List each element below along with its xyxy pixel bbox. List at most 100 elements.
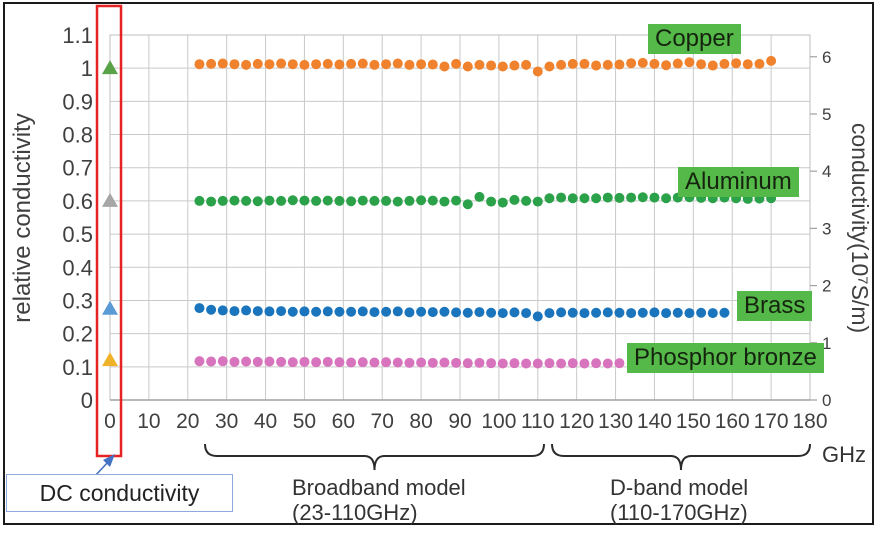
data-point-copper — [217, 58, 228, 69]
data-point-phosphor-bronze — [322, 356, 333, 367]
x-tick-label: 160 — [715, 410, 750, 433]
data-point-phosphor-bronze — [474, 357, 485, 368]
data-point-phosphor-bronze — [462, 358, 473, 369]
data-point-brass — [497, 308, 508, 319]
data-point-phosphor-bronze — [229, 356, 240, 367]
data-point-brass — [509, 307, 520, 318]
data-point-brass — [427, 307, 438, 318]
data-point-phosphor-bronze — [264, 356, 275, 367]
data-point-aluminum — [486, 196, 497, 207]
data-point-copper — [672, 58, 683, 69]
right-y-tick-label: 4 — [822, 162, 831, 181]
data-point-phosphor-bronze — [241, 356, 252, 367]
left-y-tick-label: 1 — [81, 56, 93, 81]
data-point-phosphor-bronze — [439, 357, 450, 368]
dc-marker-aluminum — [102, 192, 118, 207]
broadband-range-brace — [204, 443, 545, 471]
data-point-brass — [474, 307, 485, 318]
left-y-tick-label: 0.2 — [62, 322, 93, 347]
data-point-brass — [194, 303, 205, 314]
data-point-copper — [626, 58, 637, 69]
data-point-brass — [252, 306, 263, 317]
data-point-brass — [206, 304, 217, 315]
data-point-aluminum — [474, 191, 485, 202]
data-point-copper — [754, 58, 765, 69]
data-point-brass — [591, 307, 602, 318]
x-tick-label: 50 — [293, 410, 316, 433]
data-point-copper — [696, 59, 707, 70]
series-label-phosphor-bronze: Phosphor bronze — [627, 343, 824, 373]
data-point-copper — [649, 58, 660, 69]
right-y-tick-label: 5 — [822, 105, 831, 124]
data-point-copper — [661, 60, 672, 71]
data-point-copper — [311, 59, 322, 70]
left-y-tick-label: 0.8 — [62, 123, 93, 148]
data-point-brass — [229, 306, 240, 317]
data-point-brass — [614, 307, 625, 318]
series-label-copper: Copper — [648, 24, 741, 54]
data-point-phosphor-bronze — [381, 357, 392, 368]
left-y-tick-label: 0.5 — [62, 222, 93, 247]
x-tick-label: 20 — [176, 410, 199, 433]
data-point-copper — [392, 58, 403, 69]
x-tick-label: 30 — [215, 410, 238, 433]
data-point-aluminum — [532, 196, 543, 207]
data-point-aluminum — [217, 195, 228, 206]
x-tick-label: 180 — [792, 410, 827, 433]
data-point-copper — [614, 59, 625, 70]
data-point-aluminum — [626, 192, 637, 203]
data-point-copper — [416, 59, 427, 70]
data-point-aluminum — [287, 195, 298, 206]
data-point-aluminum — [637, 192, 648, 203]
data-point-brass — [381, 306, 392, 317]
data-point-phosphor-bronze — [497, 358, 508, 369]
data-point-copper — [439, 61, 450, 72]
data-point-brass — [369, 307, 380, 318]
data-point-brass — [719, 307, 730, 318]
data-point-aluminum — [661, 193, 672, 204]
left-y-tick-label: 0.4 — [62, 255, 93, 280]
data-point-brass — [544, 308, 555, 319]
data-point-phosphor-bronze — [194, 356, 205, 367]
data-point-brass — [217, 305, 228, 316]
data-point-brass — [579, 308, 590, 319]
x-tick-label: 80 — [409, 410, 432, 433]
data-point-copper — [334, 59, 345, 70]
data-point-copper — [462, 61, 473, 72]
data-point-copper — [264, 59, 275, 70]
data-point-aluminum — [556, 192, 567, 203]
left-y-tick-label: 1.1 — [62, 23, 93, 48]
x-tick-label: 40 — [254, 410, 277, 433]
broadband-model-line2: (23-110GHz) — [292, 500, 418, 525]
left-y-tick-label: 0.3 — [62, 288, 93, 313]
right-y-tick-label: 2 — [822, 277, 831, 296]
data-point-aluminum — [462, 199, 473, 210]
data-point-copper — [252, 58, 263, 69]
data-point-brass — [637, 307, 648, 318]
data-point-phosphor-bronze — [602, 358, 613, 369]
data-point-brass — [404, 307, 415, 318]
data-point-aluminum — [194, 195, 205, 206]
data-point-copper — [497, 61, 508, 72]
data-point-aluminum — [369, 195, 380, 206]
data-point-copper — [427, 59, 438, 70]
left-axis-title: relative conductivity — [9, 113, 36, 322]
dband-model-line1: D-band model — [610, 475, 749, 500]
data-point-copper — [206, 58, 217, 69]
data-point-brass — [521, 308, 532, 319]
data-point-phosphor-bronze — [252, 356, 263, 367]
data-point-aluminum — [544, 193, 555, 204]
dc-conductivity-callout: DC conductivity — [6, 474, 233, 512]
data-point-copper — [567, 58, 578, 69]
data-point-copper — [509, 60, 520, 71]
data-point-brass — [532, 311, 543, 322]
data-point-brass — [346, 306, 357, 317]
data-point-aluminum — [322, 195, 333, 206]
data-point-phosphor-bronze — [404, 357, 415, 368]
data-point-aluminum — [241, 195, 252, 206]
data-point-aluminum — [229, 195, 240, 206]
data-point-copper — [684, 57, 695, 68]
data-point-brass — [649, 307, 660, 318]
data-point-phosphor-bronze — [567, 358, 578, 369]
